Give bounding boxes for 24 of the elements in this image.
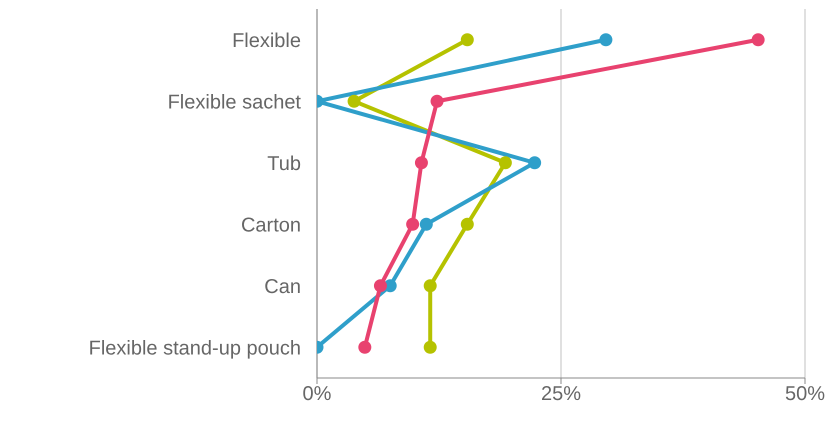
point: [414, 156, 428, 170]
y-tick-label: Can: [264, 276, 301, 298]
point: [460, 33, 474, 46]
x-tick-label: 0%: [302, 383, 332, 406]
point: [498, 156, 512, 170]
x-tick-label: 25%: [540, 383, 582, 406]
point: [752, 33, 765, 46]
point: [460, 218, 474, 231]
point: [424, 279, 437, 292]
point: [430, 94, 444, 108]
y-tick-label: Tub: [267, 152, 301, 175]
y-tick-label: Flexible: [232, 30, 301, 52]
y-tick-label: Flexible sachet: [168, 91, 302, 114]
point: [374, 279, 387, 292]
x-tick-label: 50%: [784, 383, 826, 406]
point: [358, 340, 372, 354]
y-tick-label: Flexible stand-up pouch: [88, 337, 301, 360]
point: [528, 156, 542, 170]
point: [406, 218, 420, 231]
point: [420, 218, 433, 231]
y-tick-label: Carton: [240, 214, 301, 236]
point: [424, 340, 437, 354]
point: [348, 94, 361, 108]
point: [599, 33, 612, 46]
